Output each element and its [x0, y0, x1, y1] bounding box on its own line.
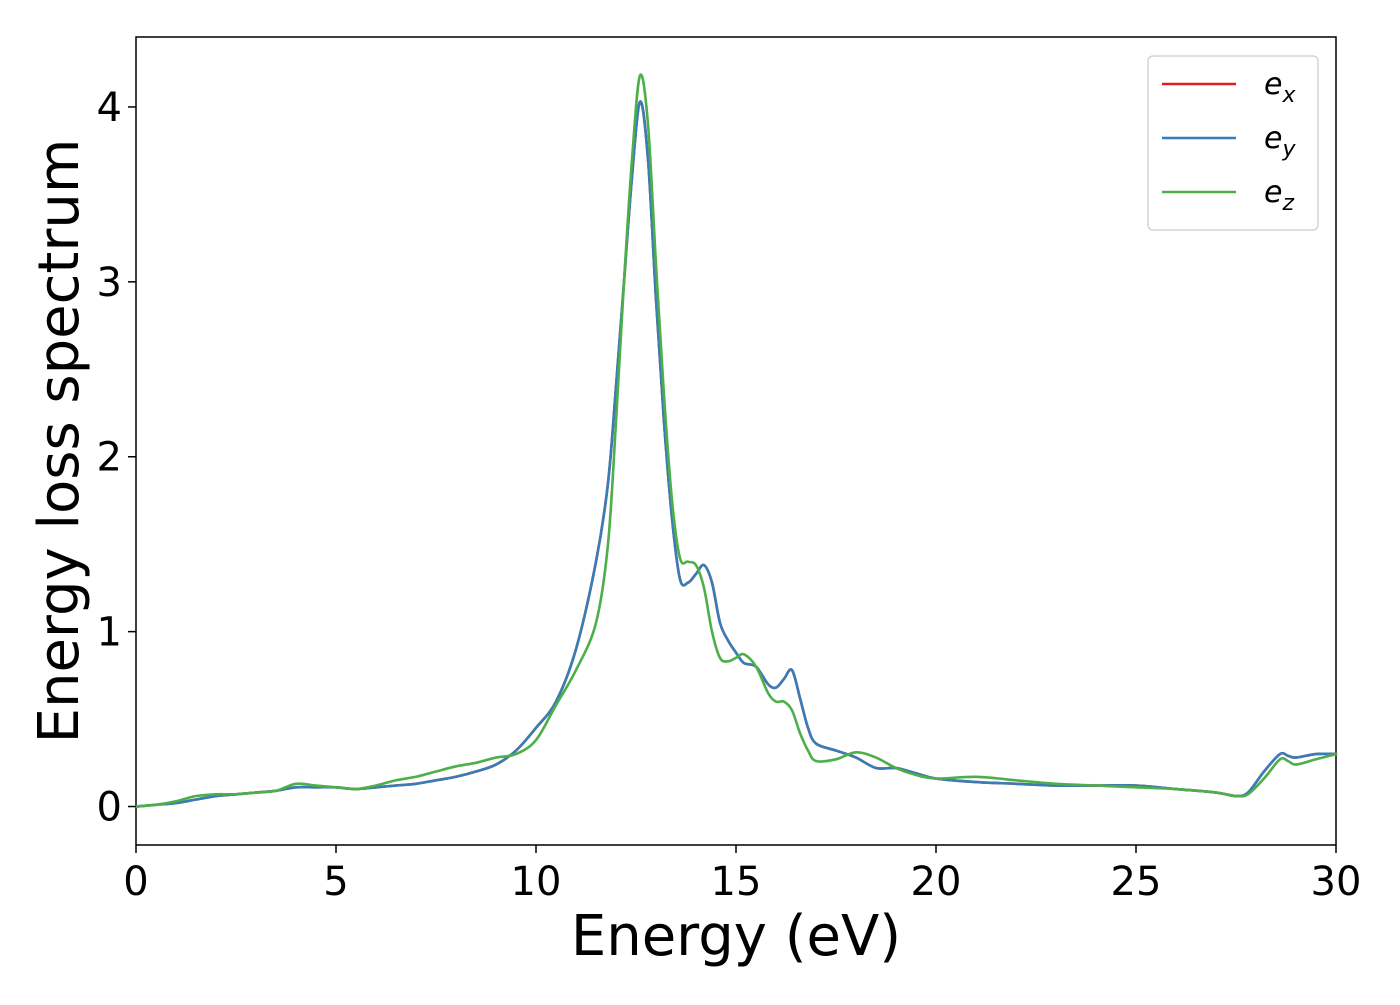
- series-line-y: [134, 100, 1338, 808]
- legend-box: [1147, 55, 1319, 231]
- y-tick-label: 3: [97, 260, 122, 306]
- x-ticks: 0 5 10 15 20 25 30: [123, 845, 1361, 905]
- legend-subscript-z: z: [1281, 191, 1294, 216]
- x-tick-label: 0: [123, 859, 148, 905]
- x-tick-label: 30: [1311, 859, 1362, 905]
- x-tick-label: 10: [511, 859, 562, 905]
- x-tick-label: 25: [1111, 859, 1162, 905]
- y-tick-label: 1: [97, 610, 122, 656]
- y-tick-label: 0: [97, 785, 122, 831]
- y-ticks: 0 1 2 3 4: [97, 85, 136, 831]
- x-axis-label: Energy (eV): [571, 904, 901, 969]
- legend-subscript-y: y: [1281, 137, 1296, 162]
- legend-subscript-x: x: [1281, 83, 1296, 108]
- plot-frame: [135, 36, 1337, 846]
- y-tick-label: 2: [97, 435, 122, 481]
- series-layer: [134, 73, 1338, 808]
- x-tick-label: 15: [711, 859, 762, 905]
- y-tick-label: 4: [97, 85, 122, 131]
- x-tick-label: 20: [911, 859, 962, 905]
- series-line-z: [134, 73, 1338, 808]
- x-tick-label: 5: [323, 859, 348, 905]
- y-axis-label: Energy loss spectrum: [27, 139, 92, 744]
